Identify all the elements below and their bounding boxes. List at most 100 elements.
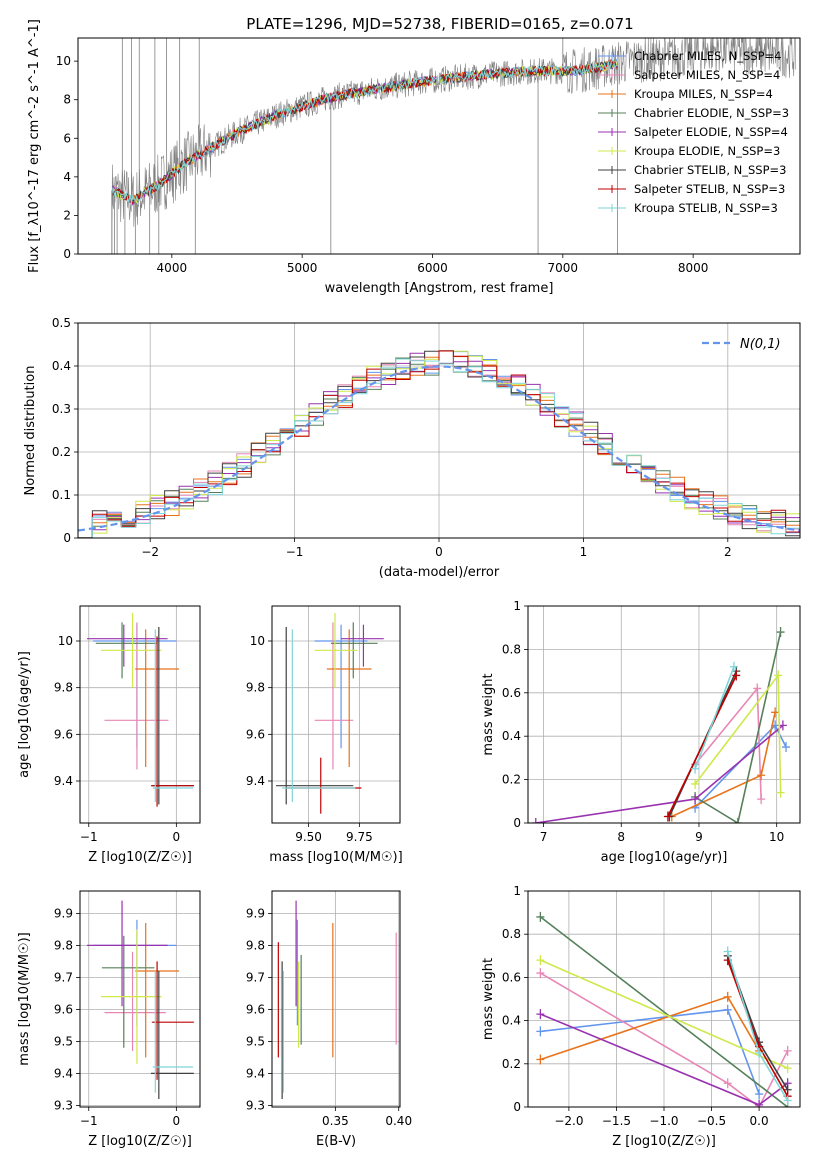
axes-frame xyxy=(79,890,201,1108)
chart-weight_vs_Z: −2.0 −1.5 −1.0 −0.5 0.0 0 0.2 0.4 0.6 0.8 1 Z [log1… xyxy=(481,884,801,1149)
axes-frame xyxy=(271,605,401,824)
y-tick-label: 10 xyxy=(56,54,71,68)
axes-frame xyxy=(77,322,801,539)
point-marker-kroupa_miles xyxy=(771,707,780,718)
y-tick-label: 9.7 xyxy=(246,970,265,984)
y-tick-label: 0.4 xyxy=(52,359,71,373)
series-line-chabrier_elodie xyxy=(539,916,789,1107)
y-tick-label: 0 xyxy=(63,247,71,261)
legend-label: Salpeter MILES, N_SSP=4 xyxy=(634,68,780,82)
x-tick-label: 10 xyxy=(769,830,784,844)
y-tick-label: 9.6 xyxy=(54,1002,73,1016)
x-axis-label: Z [log10(Z/Z☉)] xyxy=(88,1134,192,1149)
point-marker-kroupa_stelib xyxy=(723,946,732,957)
y-tick-label: 0.2 xyxy=(502,773,521,787)
point-marker-salpeter_elodie xyxy=(778,720,787,731)
x-axis-label: Z [log10(Z/Z☉)] xyxy=(88,850,192,865)
axes-frame xyxy=(77,37,801,255)
y-axis-label: mass [log10(M/M☉)] xyxy=(17,932,32,1065)
y-tick-label: 9.9 xyxy=(54,906,73,920)
x-tick-label: 0 xyxy=(173,830,181,844)
x-tick-label: 4000 xyxy=(157,261,188,275)
point-marker-chabrier_miles xyxy=(723,1004,732,1015)
y-axis-label: mass weight xyxy=(481,958,496,1040)
legend-label: Kroupa ELODIE, N_SSP=3 xyxy=(634,144,780,158)
chart-mass_vs_ebv: 0.35 0.40 9.3 9.4 9.5 9.6 9.7 9.8 9.9 E(B-V) xyxy=(246,890,412,1149)
point-marker-salpeter_elodie xyxy=(691,794,700,805)
y-tick-label: 8 xyxy=(63,93,71,107)
y-tick-label: 9.7 xyxy=(54,970,73,984)
y-tick-label: 0.8 xyxy=(502,642,521,656)
y-tick-label: 9.8 xyxy=(54,938,73,952)
y-tick-label: 9.6 xyxy=(246,1002,265,1016)
y-tick-label: 9.6 xyxy=(246,727,265,741)
y-axis-label: Flux [f_λ10^-17 erg cm^-2 s^-1 A^-1] xyxy=(27,19,42,273)
y-tick-label: 0.1 xyxy=(52,488,71,502)
chart-age_vs_mass: 9.50 9.75 9.4 9.6 9.8 10 mass [log10(M/M☉)] xyxy=(246,605,403,865)
point-marker-kroupa_stelib xyxy=(691,763,700,774)
series-line-kroupa_stelib xyxy=(726,951,789,1101)
x-tick-label: 9 xyxy=(695,830,703,844)
y-tick-label: 4 xyxy=(63,170,71,184)
point-marker-salpeter_miles xyxy=(723,1078,732,1089)
point-marker-chabrier_miles xyxy=(782,742,791,753)
x-tick-label: 7 xyxy=(540,830,548,844)
series-line-chabrier_elodie xyxy=(694,631,782,823)
y-tick-label: 0.4 xyxy=(502,729,521,743)
point-marker-kroupa_elodie xyxy=(536,955,545,966)
chart-residuals: −2 −1 0 1 2 0 0.1 0.2 0.3 0.4 0.5 (data-model)/erro… xyxy=(23,316,801,580)
series-line-kroupa_stelib xyxy=(694,666,735,770)
x-tick-label: −2 xyxy=(141,545,159,559)
scatter-data xyxy=(277,900,397,1099)
y-tick-label: 1 xyxy=(513,884,521,898)
point-marker-salpeter_miles xyxy=(783,1045,792,1056)
y-tick-label: 0.5 xyxy=(52,316,71,330)
y-tick-label: 0.2 xyxy=(52,445,71,459)
x-axis-label: Z [log10(Z/Z☉)] xyxy=(612,1134,716,1149)
y-tick-label: 6 xyxy=(63,131,71,145)
scatter-data xyxy=(276,613,384,814)
x-tick-label: 5000 xyxy=(287,261,318,275)
x-tick-label: 2 xyxy=(724,545,732,559)
y-tick-label: 0.4 xyxy=(502,1014,521,1028)
y-axis-label: Normed distribution xyxy=(23,366,38,496)
y-tick-label: 0.6 xyxy=(502,970,521,984)
x-axis-label: (data-model)/error xyxy=(379,565,500,580)
scatter-data xyxy=(87,613,194,807)
y-tick-label: 0.6 xyxy=(502,686,521,700)
point-marker-kroupa_stelib xyxy=(729,661,738,672)
point-marker-chabrier_miles xyxy=(755,1089,764,1100)
x-tick-label: 6000 xyxy=(417,261,448,275)
series-line-kroupa_elodie xyxy=(540,959,788,1069)
chart-weight_vs_age: 7 8 9 10 0 0.2 0.4 0.6 0.8 1 age [log10(age/yr)] ma… xyxy=(481,599,801,865)
y-tick-label: 0 xyxy=(63,531,71,545)
point-marker-salpeter_miles xyxy=(753,683,762,694)
point-marker-kroupa_elodie xyxy=(691,778,700,789)
y-tick-label: 9.4 xyxy=(246,774,265,788)
y-tick-label: 0.8 xyxy=(502,927,521,941)
legend-label: Chabrier MILES, N_SSP=4 xyxy=(634,49,781,63)
point-marker-kroupa_elodie xyxy=(776,787,785,798)
point-marker-chabrier_elodie xyxy=(733,818,742,823)
x-tick-label: 7000 xyxy=(548,261,579,275)
y-tick-label: 10 xyxy=(250,634,265,648)
y-tick-label: 9.3 xyxy=(246,1098,265,1112)
histogram-kroupa_stelib xyxy=(78,358,800,538)
x-tick-label: 1 xyxy=(580,545,588,559)
point-marker-kroupa_elodie xyxy=(774,670,783,681)
normal-curve xyxy=(78,365,800,532)
y-tick-label: 9.8 xyxy=(54,681,73,695)
point-marker-salpeter_elodie xyxy=(531,818,540,823)
y-axis-label: age [log10(age/yr)] xyxy=(17,651,32,778)
y-tick-label: 9.4 xyxy=(246,1066,265,1080)
point-marker-chabrier_miles xyxy=(536,1026,545,1037)
x-tick-label: 9.50 xyxy=(295,830,322,844)
weight-data xyxy=(531,627,791,823)
x-axis-label: wavelength [Angstrom, rest frame] xyxy=(325,281,554,296)
y-tick-label: 0 xyxy=(513,816,521,830)
y-axis-label: mass weight xyxy=(481,673,496,755)
scatter-data xyxy=(87,900,194,1099)
y-tick-label: 9.8 xyxy=(246,681,265,695)
y-tick-label: 9.5 xyxy=(246,1034,265,1048)
